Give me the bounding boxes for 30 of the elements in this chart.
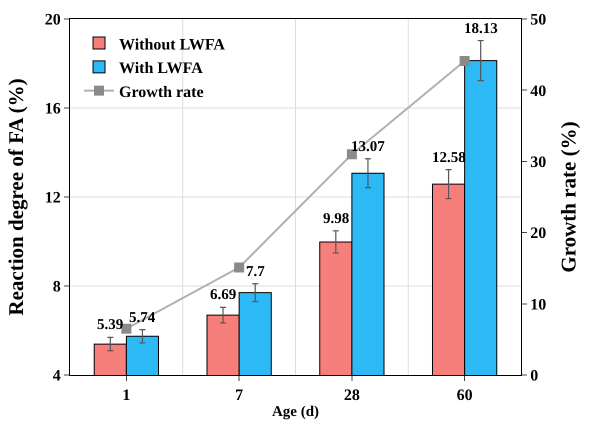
data-label: 6.69 — [210, 287, 236, 303]
y2-tick-label: 10 — [530, 296, 546, 314]
legend-label: With LWFA — [119, 60, 204, 78]
x-tick-label: 60 — [456, 387, 473, 404]
y-tick-label: 12 — [44, 190, 61, 207]
legend-label: Without LWFA — [119, 36, 226, 54]
y2-tick-label: 0 — [530, 368, 538, 385]
y-tick-label: 20 — [44, 12, 61, 29]
data-label: 5.74 — [129, 310, 156, 326]
y2-tick-label: 40 — [530, 82, 546, 100]
y-axis-title: Reaction degree of FA (%) — [4, 78, 28, 316]
x-tick-label: 28 — [344, 387, 360, 404]
data-label: 18.13 — [464, 21, 498, 37]
y2-tick-label: 50 — [530, 12, 546, 29]
point — [460, 56, 470, 66]
y2-axis-title: Growth rate (%) — [556, 121, 580, 273]
x-axis-title: Age (d) — [272, 404, 320, 420]
legend-label: Growth rate — [119, 84, 204, 101]
data-label: 5.39 — [97, 317, 124, 333]
data-label: 9.98 — [323, 211, 350, 227]
y2-tick-label: 20 — [530, 225, 546, 242]
data-label: 7.7 — [246, 264, 266, 280]
point — [234, 262, 244, 272]
y-tick-label: 8 — [52, 278, 61, 296]
x-tick-label: 7 — [235, 387, 244, 404]
x-tick-label: 1 — [122, 387, 130, 404]
y-tick-label: 4 — [52, 368, 61, 385]
y2-tick-label: 30 — [530, 154, 546, 171]
y-tick-label: 16 — [44, 100, 61, 118]
data-label: 13.07 — [351, 139, 386, 155]
